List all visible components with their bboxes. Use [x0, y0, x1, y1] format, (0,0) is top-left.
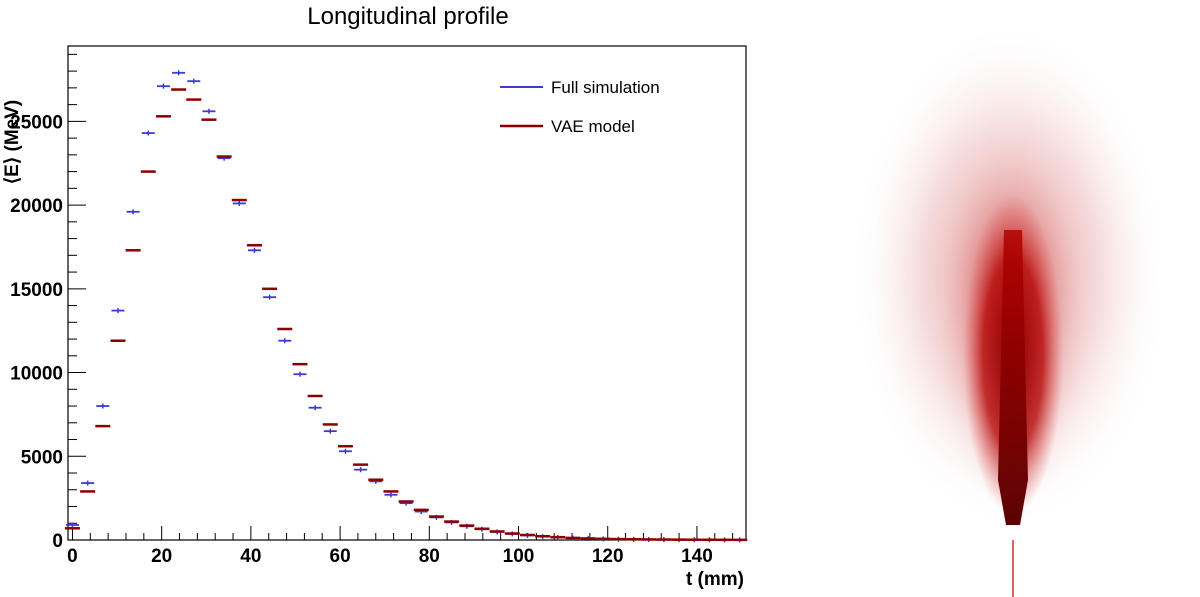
y-tick-label: 25000 — [10, 112, 63, 133]
x-axis-label: t (mm) — [686, 569, 744, 590]
axis-tick-labels: 0 20 40 60 80 100 120 140 0 5000 10000 15000 20000 25… — [10, 112, 713, 567]
x-tick-label: 20 — [151, 546, 172, 567]
x-tick-label: 100 — [503, 546, 535, 567]
legend: Full simulation VAE model — [500, 78, 660, 136]
y-tick-label: 5000 — [21, 447, 63, 468]
y-tick-label: 15000 — [10, 280, 63, 301]
x-tick-label: 60 — [330, 546, 351, 567]
x-tick-label: 0 — [67, 546, 78, 567]
y-tick-label: 20000 — [10, 196, 63, 217]
x-tick-label: 40 — [240, 546, 261, 567]
x-tick-label: 80 — [419, 546, 440, 567]
shower-image — [850, 20, 1170, 597]
plot-area: 0 20 40 60 80 100 120 140 0 5000 10000 15000 20000 25… — [10, 45, 748, 567]
data-marks — [64, 70, 748, 543]
x-tick-label: 140 — [681, 546, 713, 567]
shower-core-stem — [998, 230, 1028, 525]
axis-ticks — [68, 53, 734, 541]
y-tick-label: 10000 — [10, 364, 63, 385]
plot-frame — [67, 45, 747, 541]
series-vae-model — [64, 88, 748, 542]
legend-label-full-simulation: Full simulation — [551, 78, 660, 97]
y-axis-label: ⟨E⟩ (MeV) — [2, 100, 23, 185]
y-tick-label: 0 — [52, 531, 63, 552]
series-full-simulation — [65, 70, 747, 543]
x-tick-label: 120 — [592, 546, 624, 567]
legend-label-vae-model: VAE model — [551, 117, 635, 136]
chart-title: Longitudinal profile — [307, 3, 508, 30]
